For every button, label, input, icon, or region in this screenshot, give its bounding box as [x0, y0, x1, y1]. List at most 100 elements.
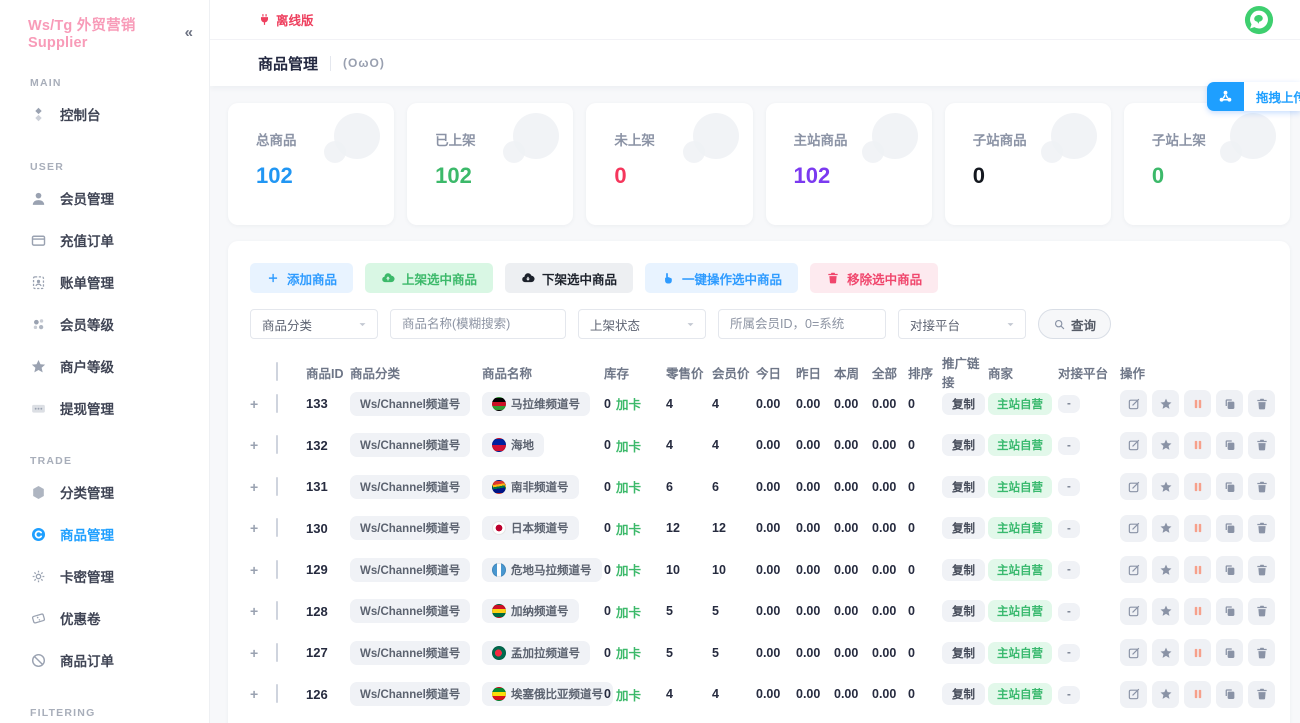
edit-button[interactable]: [1120, 473, 1147, 501]
delete-button[interactable]: [1248, 639, 1275, 667]
shelf-on-selected-button[interactable]: 上架选中商品: [365, 263, 494, 293]
pause-button[interactable]: [1184, 473, 1211, 501]
favorite-button[interactable]: [1152, 473, 1179, 501]
edit-button[interactable]: [1120, 639, 1147, 667]
duplicate-button[interactable]: [1216, 639, 1243, 667]
expand-row-button[interactable]: +: [250, 478, 259, 495]
delete-button[interactable]: [1248, 390, 1275, 418]
pause-button[interactable]: [1184, 514, 1211, 542]
edit-button[interactable]: [1120, 597, 1147, 625]
row-checkbox[interactable]: [276, 601, 278, 621]
duplicate-button[interactable]: [1216, 431, 1243, 459]
delete-button[interactable]: [1248, 597, 1275, 625]
favorite-button[interactable]: [1152, 597, 1179, 625]
expand-row-button[interactable]: +: [250, 395, 259, 412]
drag-upload-button[interactable]: 拖拽上传: [1207, 82, 1300, 111]
sidebar-item-商品管理[interactable]: 商品管理: [0, 513, 209, 555]
sidebar-item-会员等级[interactable]: 会员等级: [0, 303, 209, 345]
add-card-link[interactable]: 加卡: [615, 564, 641, 579]
sidebar-item-账单管理[interactable]: 账单管理: [0, 261, 209, 303]
duplicate-button[interactable]: [1216, 597, 1243, 625]
copy-link-button[interactable]: 复制: [942, 600, 985, 623]
edit-button[interactable]: [1120, 680, 1147, 708]
duplicate-button[interactable]: [1216, 514, 1243, 542]
expand-row-button[interactable]: +: [250, 437, 259, 454]
expand-row-button[interactable]: +: [250, 561, 259, 578]
sidebar-item-提现管理[interactable]: 提现管理: [0, 387, 209, 429]
copy-link-button[interactable]: 复制: [942, 434, 985, 457]
pause-button[interactable]: [1184, 597, 1211, 625]
copy-link-button[interactable]: 复制: [942, 683, 985, 706]
copy-link-button[interactable]: 复制: [942, 641, 985, 664]
favorite-button[interactable]: [1152, 639, 1179, 667]
pause-button[interactable]: [1184, 390, 1211, 418]
copy-link-button[interactable]: 复制: [942, 392, 985, 415]
copy-link-button[interactable]: 复制: [942, 558, 985, 581]
edit-button[interactable]: [1120, 390, 1147, 418]
favorite-button[interactable]: [1152, 680, 1179, 708]
sidebar-collapse-button[interactable]: «: [184, 24, 193, 41]
copy-link-button[interactable]: 复制: [942, 475, 985, 498]
row-checkbox[interactable]: [276, 393, 278, 413]
sidebar-item-分类管理[interactable]: 分类管理: [0, 471, 209, 513]
delete-button[interactable]: [1248, 514, 1275, 542]
query-button[interactable]: 查询: [1038, 309, 1112, 339]
pause-button[interactable]: [1184, 639, 1211, 667]
favorite-button[interactable]: [1152, 556, 1179, 584]
sidebar-item-控制台[interactable]: 控制台: [0, 93, 209, 135]
sidebar-item-卡密管理[interactable]: 卡密管理: [0, 555, 209, 597]
category-select[interactable]: 商品分类: [250, 309, 378, 339]
copy-link-button[interactable]: 复制: [942, 517, 985, 540]
favorite-button[interactable]: [1152, 390, 1179, 418]
add-product-button[interactable]: 添加商品: [250, 263, 354, 293]
row-checkbox[interactable]: [276, 684, 278, 704]
add-card-link[interactable]: 加卡: [615, 688, 641, 703]
add-card-link[interactable]: 加卡: [615, 481, 641, 496]
platform-select[interactable]: 对接平台: [898, 309, 1026, 339]
delete-button[interactable]: [1248, 680, 1275, 708]
sidebar-item-会员管理[interactable]: 会员管理: [0, 177, 209, 219]
shelf-off-selected-button[interactable]: 下架选中商品: [505, 263, 634, 293]
status-select[interactable]: 上架状态: [578, 309, 706, 339]
expand-row-button[interactable]: +: [250, 520, 259, 537]
edit-button[interactable]: [1120, 556, 1147, 584]
offline-badge[interactable]: 离线版: [258, 10, 314, 29]
row-checkbox[interactable]: [276, 642, 278, 662]
sidebar-item-商户等级[interactable]: 商户等级: [0, 345, 209, 387]
favorite-button[interactable]: [1152, 514, 1179, 542]
pause-button[interactable]: [1184, 431, 1211, 459]
row-checkbox[interactable]: [276, 559, 278, 579]
select-all-checkbox[interactable]: [276, 362, 278, 381]
product-name-input[interactable]: [390, 309, 566, 339]
one-key-action-button[interactable]: 一键操作选中商品: [645, 263, 799, 293]
sidebar-item-优惠卷[interactable]: 优惠卷: [0, 597, 209, 639]
add-card-link[interactable]: 加卡: [615, 439, 641, 454]
add-card-link[interactable]: 加卡: [615, 605, 641, 620]
row-checkbox[interactable]: [276, 476, 278, 496]
pause-button[interactable]: [1184, 680, 1211, 708]
expand-row-button[interactable]: +: [250, 686, 259, 703]
avatar[interactable]: [1244, 5, 1274, 35]
row-checkbox[interactable]: [276, 435, 278, 455]
add-card-link[interactable]: 加卡: [615, 398, 641, 413]
expand-row-button[interactable]: +: [250, 603, 259, 620]
duplicate-button[interactable]: [1216, 556, 1243, 584]
edit-button[interactable]: [1120, 514, 1147, 542]
add-card-link[interactable]: 加卡: [615, 522, 641, 537]
delete-button[interactable]: [1248, 431, 1275, 459]
duplicate-button[interactable]: [1216, 680, 1243, 708]
pause-button[interactable]: [1184, 556, 1211, 584]
remove-selected-button[interactable]: 移除选中商品: [810, 263, 939, 293]
duplicate-button[interactable]: [1216, 473, 1243, 501]
sidebar-item-商品订单[interactable]: 商品订单: [0, 639, 209, 681]
member-id-input[interactable]: [718, 309, 886, 339]
duplicate-button[interactable]: [1216, 390, 1243, 418]
sidebar-item-充值订单[interactable]: 充值订单: [0, 219, 209, 261]
edit-button[interactable]: [1120, 431, 1147, 459]
row-checkbox[interactable]: [276, 518, 278, 538]
add-card-link[interactable]: 加卡: [615, 647, 641, 662]
delete-button[interactable]: [1248, 556, 1275, 584]
delete-button[interactable]: [1248, 473, 1275, 501]
favorite-button[interactable]: [1152, 431, 1179, 459]
expand-row-button[interactable]: +: [250, 644, 259, 661]
